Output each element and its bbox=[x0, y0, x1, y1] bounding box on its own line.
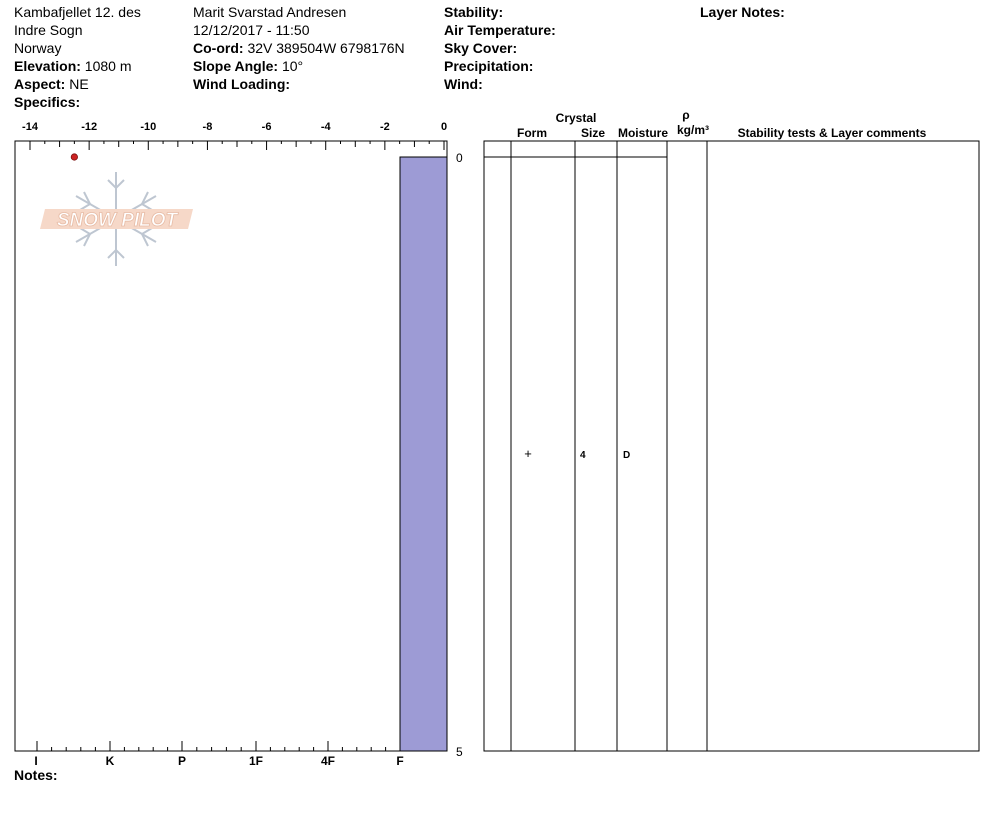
hardness-layer-bar bbox=[399, 156, 448, 752]
conditions-block: Stability: Air Temperature: Sky Cover: P… bbox=[444, 3, 556, 93]
temp-tick-label: -12 bbox=[81, 121, 97, 133]
logo-band bbox=[40, 209, 193, 229]
layer-notes-block: Layer Notes: bbox=[700, 3, 785, 21]
comments-header: Stability tests & Layer comments bbox=[738, 126, 927, 140]
hardness-label: 4F bbox=[321, 754, 335, 768]
moisture-header: Moisture bbox=[618, 126, 668, 140]
wind-field: Wind: bbox=[444, 76, 483, 92]
hardness-layers bbox=[399, 156, 448, 752]
notes-block: Notes: bbox=[14, 766, 58, 784]
elevation-field: Elevation: 1080 m bbox=[14, 58, 132, 74]
slope-field: Slope Angle: 10° bbox=[193, 58, 304, 74]
location-block: Kambafjellet 12. des Indre Sogn Norway E… bbox=[14, 3, 141, 111]
temperature-point bbox=[70, 153, 78, 161]
temperature-axis: -14 -12 -10 -8 -6 -4 -2 0 bbox=[22, 121, 447, 150]
aspect-field: Aspect: NE bbox=[14, 76, 89, 92]
location-line: Indre Sogn bbox=[14, 22, 83, 38]
temperature-points bbox=[70, 153, 78, 161]
layer-form: + bbox=[524, 446, 532, 461]
slope-value: 10° bbox=[281, 58, 304, 74]
temp-tick-label: -2 bbox=[380, 121, 390, 133]
temp-tick-label: -8 bbox=[203, 121, 213, 133]
hardness-label: F bbox=[396, 754, 403, 768]
precip-field: Precipitation: bbox=[444, 58, 534, 74]
coord-value: 32V 389504W 6798176N bbox=[247, 40, 405, 56]
hardness-label: P bbox=[178, 754, 186, 768]
layer-moisture: D bbox=[623, 450, 630, 461]
snowpilot-logo: SNOW PILOT bbox=[40, 172, 193, 266]
depth-label-bottom: 5 bbox=[456, 745, 463, 759]
stability-field: Stability: bbox=[444, 4, 504, 20]
location-line: Norway bbox=[14, 40, 62, 56]
temp-tick-label: -10 bbox=[140, 121, 156, 133]
location-line: Kambafjellet 12. des bbox=[14, 4, 141, 20]
specifics-field: Specifics: bbox=[14, 94, 81, 110]
depth-label-top: 0 bbox=[456, 151, 463, 165]
density-unit: kg/m³ bbox=[677, 123, 709, 137]
elevation-value: 1080 m bbox=[84, 58, 132, 74]
layer-rows: +4 D bbox=[524, 446, 630, 461]
temp-tick-label: -4 bbox=[321, 121, 332, 133]
layer-size: 4 bbox=[580, 450, 586, 461]
layer-table-frame bbox=[483, 140, 980, 752]
temp-tick-label: 0 bbox=[441, 121, 447, 133]
layer-notes-label: Layer Notes: bbox=[700, 4, 785, 20]
coord-field: Co-ord: 32V 389504W 6798176N bbox=[193, 40, 405, 56]
profile-frame bbox=[14, 140, 448, 752]
air-temp-field: Air Temperature: bbox=[444, 22, 556, 38]
sky-cover-field: Sky Cover: bbox=[444, 40, 518, 56]
hardness-label: 1F bbox=[249, 754, 263, 768]
aspect-value: NE bbox=[69, 76, 89, 92]
logo-text: SNOW PILOT bbox=[57, 210, 179, 231]
form-header: Form bbox=[517, 126, 547, 140]
wind-loading-field: Wind Loading: bbox=[193, 76, 291, 92]
hardness-label: K bbox=[106, 754, 115, 768]
temp-tick-label: -6 bbox=[262, 121, 272, 133]
hardness-axis: I K P 1F 4F F bbox=[34, 741, 439, 768]
observation-datetime: 12/12/2017 - 11:50 bbox=[193, 22, 310, 38]
density-symbol: ρ bbox=[682, 108, 689, 122]
temp-tick-label: -14 bbox=[22, 121, 39, 133]
observer-name: Marit Svarstad Andresen bbox=[193, 4, 347, 20]
notes-label: Notes: bbox=[14, 767, 58, 783]
crystal-header: Crystal bbox=[556, 111, 597, 125]
size-header: Size bbox=[581, 126, 605, 140]
observer-block: Marit Svarstad Andresen 12/12/2017 - 11:… bbox=[193, 3, 405, 93]
hardness-label: I bbox=[34, 754, 37, 768]
